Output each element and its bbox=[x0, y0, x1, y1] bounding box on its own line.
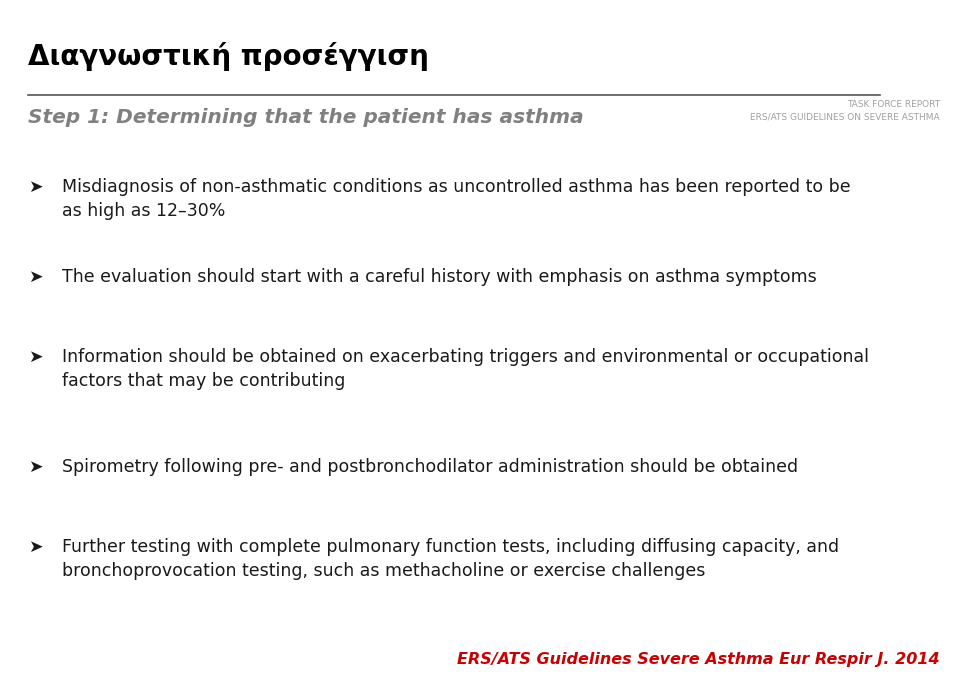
Text: ➤: ➤ bbox=[28, 178, 42, 196]
Text: Spirometry following pre- and postbronchodilator administration should be obtain: Spirometry following pre- and postbronch… bbox=[62, 458, 798, 476]
Text: The evaluation should start with a careful history with emphasis on asthma sympt: The evaluation should start with a caref… bbox=[62, 268, 817, 286]
Text: ➤: ➤ bbox=[28, 348, 42, 366]
Text: ➤: ➤ bbox=[28, 538, 42, 556]
Text: ➤: ➤ bbox=[28, 458, 42, 476]
Text: Διαγνωστική προσέγγιση: Διαγνωστική προσέγγιση bbox=[28, 42, 429, 71]
Text: Information should be obtained on exacerbating triggers and environmental or occ: Information should be obtained on exacer… bbox=[62, 348, 869, 390]
Text: TASK FORCE REPORT: TASK FORCE REPORT bbox=[847, 100, 940, 109]
Text: Misdiagnosis of non-asthmatic conditions as uncontrolled asthma has been reporte: Misdiagnosis of non-asthmatic conditions… bbox=[62, 178, 851, 220]
Text: Step 1: Determining that the patient has asthma: Step 1: Determining that the patient has… bbox=[28, 108, 584, 127]
Text: Further testing with complete pulmonary function tests, including diffusing capa: Further testing with complete pulmonary … bbox=[62, 538, 839, 580]
Text: ERS/ATS GUIDELINES ON SEVERE ASTHMA: ERS/ATS GUIDELINES ON SEVERE ASTHMA bbox=[751, 112, 940, 121]
Text: ERS/ATS Guidelines Severe Asthma Eur Respir J. 2014: ERS/ATS Guidelines Severe Asthma Eur Res… bbox=[457, 652, 940, 667]
Text: ➤: ➤ bbox=[28, 268, 42, 286]
